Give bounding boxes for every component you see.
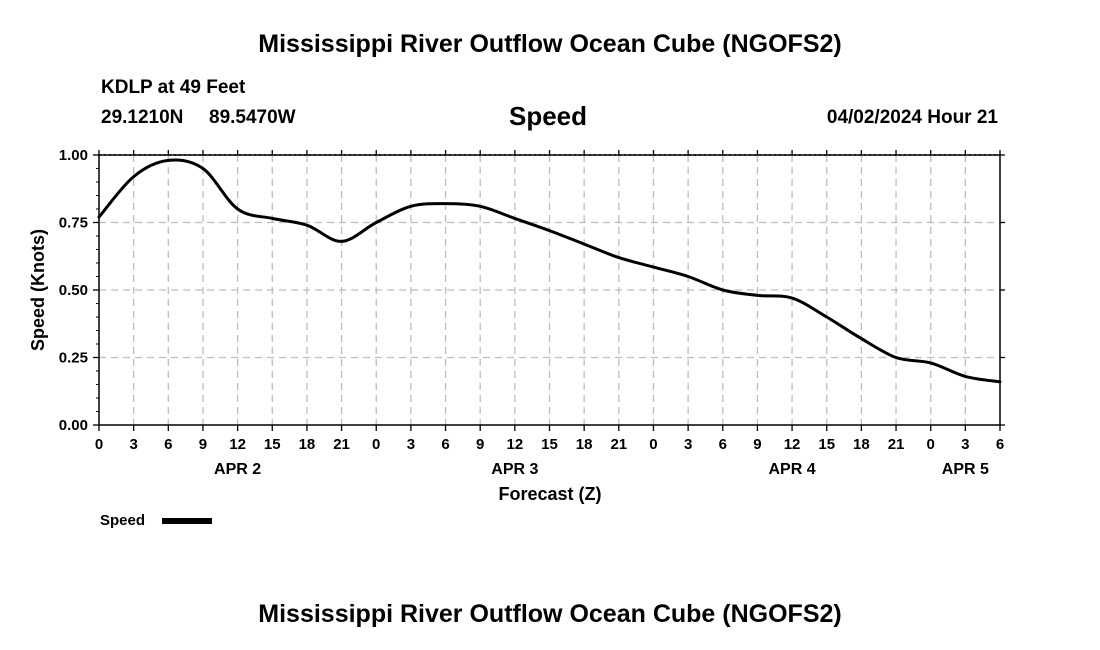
x-day-label: APR 5 [942, 461, 989, 478]
x-tick-label: 21 [333, 436, 350, 453]
y-tick-label: 0.00 [59, 417, 88, 434]
x-tick-label: 18 [576, 436, 593, 453]
x-tick-label: 15 [264, 436, 281, 453]
y-tick-label: 0.25 [59, 350, 88, 367]
series-speed-line [97, 158, 1002, 384]
grid [99, 154, 1000, 425]
x-tick-label: 3 [407, 436, 415, 453]
axis-labels: 0 3 6 9 12 15 18 21 0 3 6 9 12 15 18 21 0 3 6 9 12 15 18 21 0 3 6A… [59, 147, 1004, 478]
x-tick-label: 9 [199, 436, 207, 453]
footer-title: Mississippi River Outflow Ocean Cube (NG… [258, 600, 842, 628]
forecast-time: 04/02/2024 Hour 21 [826, 107, 998, 128]
plot-frame [98, 154, 1001, 426]
x-tick-label: 6 [441, 436, 449, 453]
x-tick-label: 15 [541, 436, 558, 453]
x-day-label: APR 3 [491, 461, 538, 478]
station-lat: 29.1210N [101, 107, 184, 128]
x-tick-label: 15 [818, 436, 835, 453]
y-tick-label: 1.00 [59, 147, 88, 164]
x-tick-label: 9 [753, 436, 761, 453]
x-tick-label: 3 [684, 436, 692, 453]
x-tick-label: 3 [129, 436, 137, 453]
legend-label: Speed [100, 512, 145, 529]
x-tick-label: 18 [853, 436, 870, 453]
x-tick-label: 12 [784, 436, 801, 453]
x-tick-label: 0 [95, 436, 103, 453]
speed-chart: 0 3 6 9 12 15 18 21 0 3 6 9 12 15 18 21 0 3 6 9 12 15 18 21 0 3 6A… [28, 147, 1005, 529]
x-tick-label: 6 [996, 436, 1004, 453]
x-tick-label: 0 [927, 436, 935, 453]
x-tick-label: 6 [719, 436, 727, 453]
x-tick-label: 21 [888, 436, 905, 453]
x-tick-label: 6 [164, 436, 172, 453]
legend: Speed [100, 512, 212, 529]
page-title: Mississippi River Outflow Ocean Cube (NG… [258, 30, 842, 58]
chart-title: Speed [509, 101, 588, 131]
y-tick-label: 0.75 [59, 215, 88, 232]
x-day-label: APR 2 [214, 461, 261, 478]
x-day-label: APR 4 [769, 461, 816, 478]
x-tick-label: 3 [961, 436, 969, 453]
x-tick-label: 0 [372, 436, 380, 453]
x-tick-label: 12 [229, 436, 246, 453]
x-tick-label: 0 [649, 436, 657, 453]
station-name: KDLP at 49 Feet [101, 77, 246, 98]
x-tick-label: 18 [299, 436, 316, 453]
x-tick-label: 21 [610, 436, 627, 453]
x-tick-label: 12 [507, 436, 524, 453]
x-axis-title: Forecast (Z) [498, 484, 601, 504]
station-lon: 89.5470W [209, 107, 296, 128]
y-axis-title: Speed (Knots) [28, 229, 48, 351]
x-tick-label: 9 [476, 436, 484, 453]
y-tick-label: 0.50 [59, 282, 88, 299]
